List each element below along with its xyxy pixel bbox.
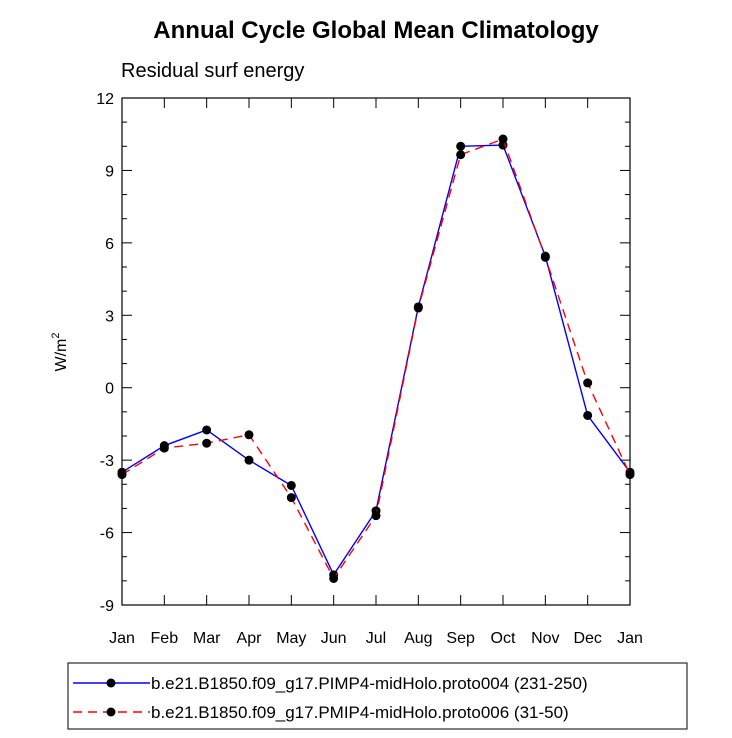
data-point: [286, 493, 296, 503]
y-tick-label: 9: [105, 163, 114, 180]
y-tick-label: -9: [100, 598, 114, 615]
legend-label-2: b.e21.B1850.f09_g17.PMIP4-midHolo.proto0…: [151, 703, 569, 722]
legend-box: [67, 662, 688, 730]
x-tick-label: May: [276, 630, 306, 647]
x-tick-label: Jan: [109, 630, 135, 647]
legend-marker-2: [106, 707, 116, 717]
x-tick-label: Jul: [366, 630, 386, 647]
data-point: [625, 470, 635, 480]
y-tick-label: 3: [105, 308, 114, 325]
data-point: [413, 303, 423, 313]
y-tick-label: 6: [105, 236, 114, 253]
y-tick-label: 0: [105, 381, 114, 398]
y-axis-label: W/m2: [50, 333, 70, 372]
x-tick-label: Feb: [151, 630, 179, 647]
data-point: [583, 410, 593, 420]
data-point: [456, 150, 466, 160]
data-point: [540, 252, 550, 262]
x-tick-label: Mar: [193, 630, 221, 647]
legend-marker-1: [106, 678, 116, 688]
y-axis-title-base: W/m: [53, 339, 70, 372]
data-point: [456, 141, 466, 151]
x-tick-label: Jun: [321, 630, 347, 647]
chart-subtitle: Residual surf energy: [121, 60, 304, 82]
series-layer: [117, 134, 635, 583]
legend: b.e21.B1850.f09_g17.PIMP4-midHolo.proto0…: [67, 662, 688, 730]
series-2: [117, 134, 635, 583]
chart-title: Annual Cycle Global Mean Climatology: [153, 17, 599, 44]
axes: -9 -6 -3 0 3 6 9 12 Jan Feb Mar Apr May Jun Jul Aug Sep O…: [96, 91, 643, 647]
data-point: [286, 480, 296, 490]
data-point: [583, 378, 593, 388]
y-axis-title: W/m2: [50, 333, 70, 372]
x-tick-label: Jan: [617, 630, 643, 647]
y-tick-label: -3: [100, 453, 114, 470]
y-tick-label: 12: [96, 91, 114, 108]
data-point: [202, 438, 212, 448]
x-tick-label: Apr: [237, 630, 263, 647]
plot-frame: [121, 97, 631, 606]
x-tick-label: Aug: [404, 630, 432, 647]
x-tick-label: Sep: [446, 630, 475, 647]
data-point: [159, 443, 169, 453]
x-tick-label: Oct: [491, 630, 516, 647]
data-point: [202, 425, 212, 435]
legend-label-1: b.e21.B1850.f09_g17.PIMP4-midHolo.proto0…: [151, 674, 588, 693]
data-point: [244, 430, 254, 440]
x-tick-label: Dec: [573, 630, 601, 647]
y-axis-title-superscript: 2: [50, 333, 62, 339]
y-tick-label: -6: [100, 526, 114, 543]
x-tick-label: Nov: [531, 630, 559, 647]
data-point: [117, 470, 127, 480]
data-point: [371, 511, 381, 521]
data-point: [244, 455, 254, 465]
data-point: [498, 134, 508, 144]
data-point: [329, 573, 339, 583]
